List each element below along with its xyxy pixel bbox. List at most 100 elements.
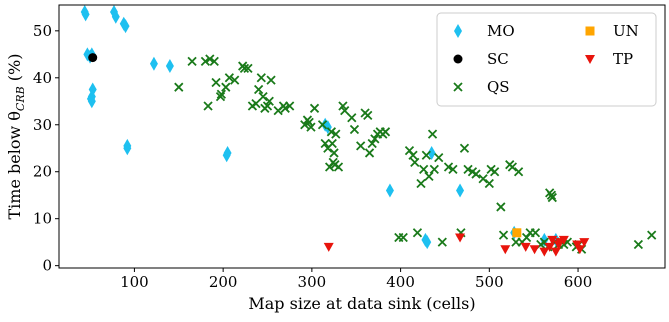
y-tick-label: 50 bbox=[33, 22, 52, 40]
plot-frame bbox=[58, 4, 666, 269]
point-tp bbox=[323, 242, 334, 252]
point-qs bbox=[380, 127, 391, 137]
point-tp bbox=[500, 245, 511, 255]
point-qs bbox=[507, 162, 518, 172]
point-qs bbox=[427, 129, 438, 139]
point-qs bbox=[327, 138, 337, 149]
point-qs bbox=[408, 150, 418, 160]
point-qs bbox=[333, 162, 344, 172]
series-tp bbox=[323, 233, 590, 257]
point-mo bbox=[121, 19, 130, 34]
point-qs bbox=[513, 167, 524, 177]
point-qs bbox=[326, 127, 337, 137]
x-tick-label: 500 bbox=[475, 273, 504, 291]
legend-label-un: UN bbox=[613, 22, 639, 40]
series-sc bbox=[88, 53, 98, 63]
legend-marker-un bbox=[585, 26, 595, 36]
point-qs bbox=[496, 202, 506, 212]
point-qs bbox=[243, 63, 253, 74]
y-axis-title: Time below θCRB (%) bbox=[5, 54, 27, 220]
point-qs bbox=[416, 178, 426, 189]
point-qs bbox=[340, 106, 350, 116]
point-qs bbox=[224, 73, 234, 83]
legend-entry-sc: SC bbox=[453, 50, 509, 68]
point-qs bbox=[547, 192, 557, 203]
point-qs bbox=[256, 73, 266, 83]
y-tick-label: 30 bbox=[33, 116, 52, 134]
point-tp bbox=[539, 247, 550, 257]
point-mo bbox=[110, 5, 119, 20]
y-tick-label: 20 bbox=[33, 163, 52, 181]
legend-label-tp: TP bbox=[613, 50, 633, 68]
point-tp bbox=[550, 247, 561, 257]
x-axis-title: Map size at data sink (cells) bbox=[248, 294, 475, 313]
point-qs bbox=[437, 237, 447, 247]
point-qs bbox=[347, 113, 357, 123]
point-qs bbox=[459, 143, 470, 153]
point-qs bbox=[203, 101, 213, 111]
point-qs bbox=[187, 56, 197, 66]
x-tick-label: 600 bbox=[564, 273, 593, 291]
legend-marker-sc bbox=[453, 54, 463, 64]
point-mo bbox=[87, 94, 96, 109]
x-tick-label: 300 bbox=[298, 273, 327, 291]
point-qs bbox=[434, 152, 444, 163]
point-qs bbox=[419, 164, 429, 175]
point-mo bbox=[427, 145, 436, 160]
point-un bbox=[512, 228, 522, 238]
point-qs bbox=[633, 239, 644, 250]
point-qs bbox=[309, 103, 320, 113]
point-qs bbox=[174, 82, 184, 92]
point-sc bbox=[88, 53, 98, 63]
point-qs bbox=[398, 232, 408, 243]
point-qs bbox=[463, 164, 473, 175]
legend-entry-mo: MO bbox=[454, 22, 515, 40]
point-qs bbox=[211, 77, 221, 88]
legend-entry-qs: QS bbox=[453, 78, 510, 96]
legend: MO SC QS UN TP bbox=[436, 12, 657, 107]
point-tp bbox=[574, 245, 585, 255]
point-qs bbox=[421, 150, 431, 160]
legend-marker-tp bbox=[585, 55, 595, 64]
point-tp bbox=[520, 242, 531, 252]
point-qs bbox=[331, 129, 341, 139]
point-qs bbox=[530, 228, 541, 238]
point-qs bbox=[429, 164, 439, 175]
point-qs bbox=[370, 134, 380, 144]
point-qs bbox=[478, 174, 488, 184]
legend-label-mo: MO bbox=[487, 22, 515, 40]
point-qs bbox=[412, 228, 423, 238]
point-qs bbox=[424, 171, 434, 182]
point-qs bbox=[356, 141, 366, 151]
point-mo bbox=[323, 120, 332, 135]
point-tp bbox=[455, 233, 466, 243]
y-tick-label: 0 bbox=[42, 257, 52, 275]
point-mo bbox=[456, 183, 465, 198]
point-qs bbox=[364, 148, 375, 158]
y-tick-label: 40 bbox=[33, 69, 52, 87]
series-un bbox=[512, 228, 522, 238]
point-qs bbox=[239, 63, 250, 74]
x-tick-label: 100 bbox=[120, 273, 149, 291]
point-qs bbox=[230, 75, 240, 85]
point-qs bbox=[367, 138, 377, 149]
point-qs bbox=[349, 124, 360, 135]
point-qs bbox=[258, 91, 268, 102]
point-qs bbox=[448, 164, 458, 175]
legend-entry-un: UN bbox=[585, 22, 639, 40]
point-qs bbox=[221, 82, 231, 92]
point-mo bbox=[423, 235, 432, 250]
point-mo bbox=[81, 7, 90, 22]
point-qs bbox=[471, 169, 481, 179]
point-qs bbox=[490, 167, 500, 177]
point-qs bbox=[280, 103, 290, 113]
point-tp bbox=[558, 235, 569, 245]
legend-box bbox=[436, 12, 657, 107]
legend-marker-mo bbox=[454, 24, 462, 38]
point-qs bbox=[200, 56, 211, 66]
legend-marker-qs bbox=[453, 82, 463, 92]
point-qs bbox=[546, 190, 557, 200]
point-qs bbox=[484, 178, 494, 189]
legend-label-qs: QS bbox=[487, 78, 510, 96]
